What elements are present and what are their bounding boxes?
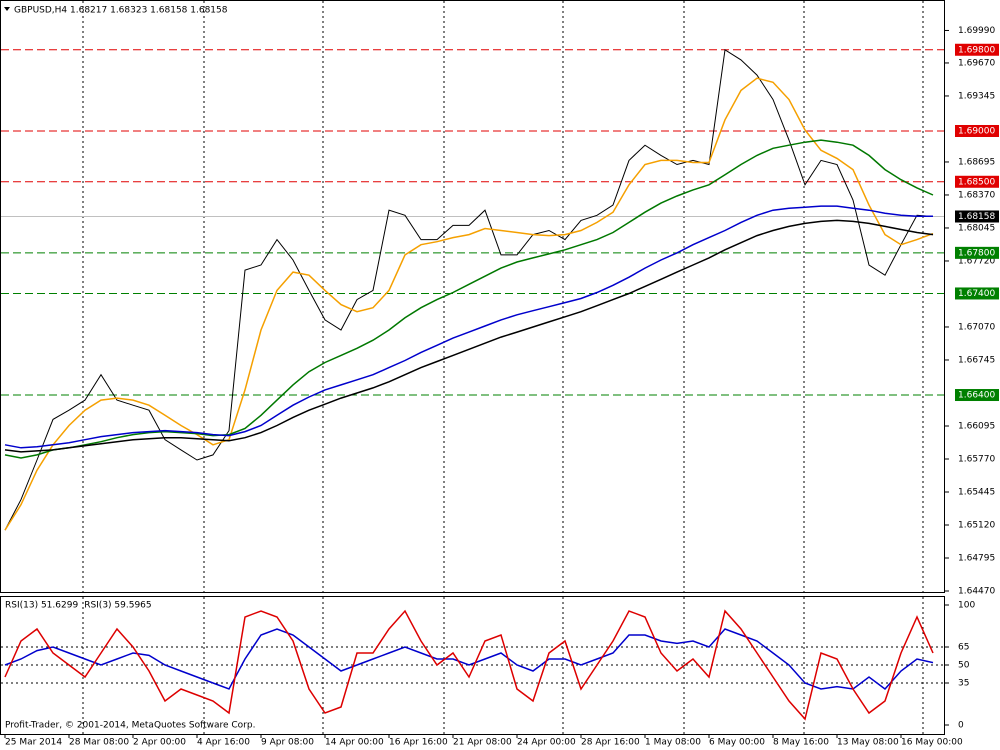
level-label-bg (955, 124, 999, 137)
legend-entry: RSI(13) 51.6299 (5, 601, 78, 611)
x-tick-label: 6 May 00:00 (709, 738, 765, 748)
x-tick-label: 14 Apr 00:00 (325, 738, 384, 748)
series-line (4, 48, 934, 531)
level-label: 1.67400 (958, 289, 995, 299)
y-tick-label: 65 (958, 643, 969, 653)
level-label-bg (955, 175, 999, 188)
x-tick-label: 4 Apr 16:00 (197, 738, 250, 748)
y-tick-label: 0 (958, 721, 964, 731)
level-label-bg (955, 43, 999, 56)
x-tick-label: 2 Apr 00:00 (133, 738, 186, 748)
series-line (4, 219, 934, 453)
x-tick-label: 8 May 16:00 (773, 738, 829, 748)
legend-entry: RSI(3) 59.5965 (84, 601, 151, 611)
series-line (4, 609, 934, 721)
y-tick-label: 1.68045 (958, 223, 995, 233)
y-tick-label: 35 (958, 679, 969, 689)
y-tick-label: 1.64795 (958, 553, 995, 563)
menu-triangle[interactable] (4, 7, 10, 11)
y-tick-label: 1.68695 (958, 157, 995, 167)
y-tick-label: 1.65770 (958, 454, 995, 464)
x-tick-label: 21 Apr 08:00 (453, 738, 512, 748)
y-tick-label: 1.65445 (958, 487, 995, 497)
x-tick-label: 28 Apr 16:00 (581, 738, 640, 748)
x-tick-label: 25 Mar 2014 (5, 738, 62, 748)
y-tick-label: 1.69670 (958, 58, 995, 68)
y-tick-label: 1.66745 (958, 355, 995, 365)
y-tick-label: 1.64470 (958, 587, 995, 597)
y-tick-label: 1.69990 (958, 26, 995, 36)
level-label: 1.69000 (958, 126, 995, 136)
x-tick-label: 16 May 00:00 (901, 738, 963, 748)
y-tick-label: 50 (958, 661, 970, 671)
x-tick-label: 24 Apr 00:00 (517, 738, 576, 748)
level-label-bg (955, 389, 999, 402)
y-tick-label: 1.66095 (958, 421, 995, 431)
y-tick-label: 1.68370 (958, 190, 995, 200)
current-price-label: 1.68158 (958, 212, 995, 222)
y-tick-label: 1.67720 (958, 256, 995, 266)
series-line (4, 628, 934, 691)
series-line (4, 77, 934, 531)
y-tick-label: 1.69345 (958, 91, 995, 101)
x-tick-label: 16 Apr 16:00 (389, 738, 448, 748)
x-tick-label: 28 Mar 08:00 (69, 738, 129, 748)
y-tick-label: 1.65120 (958, 520, 995, 530)
level-label: 1.69800 (958, 45, 995, 55)
main-panel (0, 0, 945, 593)
x-tick-label: 13 May 08:00 (837, 738, 899, 748)
level-label: 1.68500 (958, 177, 995, 187)
chart-title: GBPUSD,H4 1.68217 1.68323 1.68158 1.6815… (14, 6, 228, 16)
series-line (4, 139, 934, 459)
copyright: Profit-Trader, © 2001-2014, MetaQuotes S… (5, 721, 255, 731)
current-price-bg (955, 210, 999, 223)
level-label: 1.66400 (958, 391, 995, 401)
x-tick-label: 9 Apr 08:00 (261, 738, 314, 748)
x-tick-label: 1 May 08:00 (645, 738, 701, 748)
y-tick-label: 1.67070 (958, 322, 995, 332)
level-label: 1.67800 (958, 248, 995, 258)
series-line (4, 205, 933, 449)
level-label-bg (955, 287, 999, 300)
y-tick-label: 100 (958, 601, 975, 611)
level-label-bg (955, 246, 999, 259)
